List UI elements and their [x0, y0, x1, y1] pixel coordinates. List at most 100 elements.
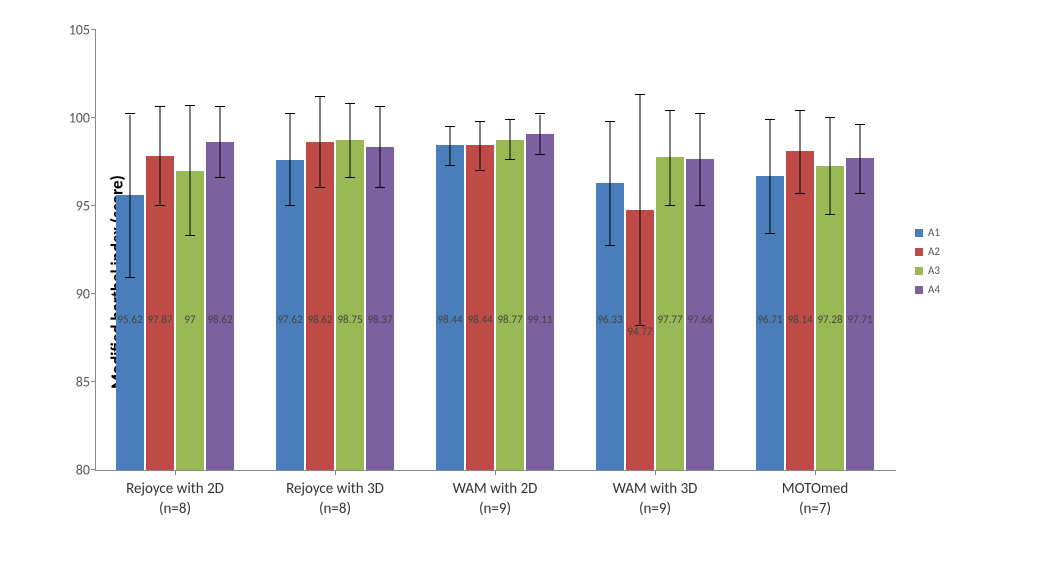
- bar: 98.37: [366, 147, 394, 470]
- error-bar: [610, 122, 611, 247]
- error-cap: [345, 103, 355, 104]
- error-bar: [700, 114, 701, 206]
- error-cap: [855, 124, 865, 125]
- value-label: 98.77: [497, 313, 522, 326]
- bar: 98.14: [786, 151, 814, 470]
- bar: 96.71: [756, 176, 784, 470]
- category-label: MOTOmed(n=7): [735, 470, 895, 519]
- value-label: 98.62: [207, 313, 232, 326]
- bar-group: 96.33 94.77 97.77 97.66: [596, 30, 714, 470]
- legend-swatch: [915, 286, 923, 294]
- legend-item: A2: [915, 245, 940, 258]
- error-cap: [825, 214, 835, 215]
- error-cap: [315, 96, 325, 97]
- error-cap: [155, 106, 165, 107]
- error-cap: [215, 177, 225, 178]
- error-cap: [665, 205, 675, 206]
- y-tick-mark: [91, 381, 96, 382]
- error-cap: [535, 113, 545, 114]
- bar-group: 95.6297.87 97 98.62: [116, 30, 234, 470]
- legend-swatch: [915, 267, 923, 275]
- bar: 98.62: [306, 142, 334, 470]
- legend-label: A4: [928, 283, 940, 296]
- y-tick-label: 85: [76, 374, 96, 391]
- bar: 98.75: [336, 140, 364, 470]
- bar: 97: [176, 171, 204, 470]
- error-bar: [380, 107, 381, 188]
- value-label: 98.62: [307, 313, 332, 326]
- legend-label: A3: [928, 264, 940, 277]
- legend-label: A1: [928, 226, 940, 239]
- category-label: Rejoyce with 2D(n=8): [95, 470, 255, 519]
- value-label: 98.37: [367, 313, 392, 326]
- error-bar: [130, 115, 131, 279]
- error-bar: [640, 95, 641, 326]
- bar: 97.62: [276, 160, 304, 470]
- error-cap: [695, 205, 705, 206]
- value-label: 98.44: [467, 313, 492, 326]
- bar: 97.87: [146, 156, 174, 471]
- bar-group: 97.62 98.62 98.7598.37: [276, 30, 394, 470]
- value-label: 99.11: [527, 313, 552, 326]
- error-cap: [475, 121, 485, 122]
- value-label: 97: [184, 313, 195, 326]
- bar-group: 98.44 98.44 98.77 99.11: [436, 30, 554, 470]
- legend-label: A2: [928, 245, 940, 258]
- value-label: 96.33: [597, 313, 622, 326]
- value-label: 94.77: [627, 325, 652, 338]
- error-cap: [825, 117, 835, 118]
- value-label: 97.71: [847, 313, 872, 326]
- error-bar: [160, 107, 161, 206]
- value-label: 97.77: [657, 313, 682, 326]
- error-bar: [860, 125, 861, 194]
- error-bar: [800, 111, 801, 194]
- error-cap: [605, 245, 615, 246]
- value-label: 97.87: [147, 313, 172, 326]
- value-label: 98.14: [787, 313, 812, 326]
- y-tick-label: 100: [69, 110, 96, 127]
- value-label: 97.62: [277, 313, 302, 326]
- error-bar: [450, 127, 451, 166]
- error-cap: [445, 165, 455, 166]
- value-label: 96.71: [757, 313, 782, 326]
- error-bar: [540, 115, 541, 155]
- legend-swatch: [915, 248, 923, 256]
- legend-item: A3: [915, 264, 940, 277]
- error-cap: [505, 159, 515, 160]
- error-bar: [480, 122, 481, 171]
- y-tick-mark: [91, 117, 96, 118]
- error-bar: [350, 104, 351, 178]
- error-bar: [320, 97, 321, 189]
- error-cap: [505, 119, 515, 120]
- bar: 95.62: [116, 195, 144, 470]
- bar: 97.28: [816, 166, 844, 470]
- error-cap: [765, 119, 775, 120]
- error-cap: [605, 121, 615, 122]
- error-cap: [345, 177, 355, 178]
- error-bar: [510, 120, 511, 160]
- error-cap: [375, 106, 385, 107]
- error-bar: [670, 111, 671, 206]
- value-label: 98.44: [437, 313, 462, 326]
- category-label: Rejoyce with 3D(n=8): [255, 470, 415, 519]
- legend: A1 A2 A3 A4: [915, 220, 940, 302]
- bar: 99.11: [526, 134, 554, 470]
- value-label: 97.66: [687, 313, 712, 326]
- y-tick-mark: [91, 293, 96, 294]
- bar: 94.77: [626, 210, 654, 470]
- error-cap: [155, 205, 165, 206]
- error-cap: [765, 233, 775, 234]
- y-tick-mark: [91, 205, 96, 206]
- error-cap: [215, 106, 225, 107]
- bar-group: 96.71 98.14 97.2897.71: [756, 30, 874, 470]
- error-bar: [290, 114, 291, 206]
- error-cap: [795, 193, 805, 194]
- error-cap: [695, 113, 705, 114]
- error-cap: [535, 154, 545, 155]
- bar: 97.77: [656, 157, 684, 470]
- error-cap: [445, 126, 455, 127]
- y-tick-label: 80: [76, 462, 96, 479]
- y-tick-label: 105: [69, 22, 96, 39]
- bar: 98.62: [206, 142, 234, 470]
- error-cap: [635, 94, 645, 95]
